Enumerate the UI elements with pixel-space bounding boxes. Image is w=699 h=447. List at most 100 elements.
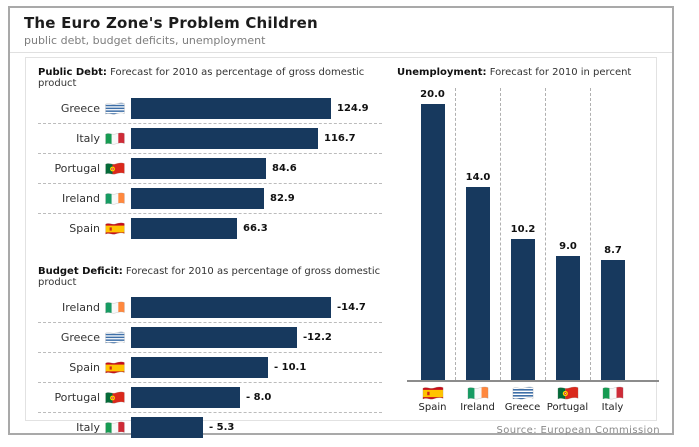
flag-italy-icon [602,386,623,400]
page-subtitle: public debt, budget deficits, unemployme… [24,34,266,47]
budget-deficit-header-bold: Budget Deficit: [38,266,123,277]
budget-deficit-chart: Budget Deficit: Forecast for 2010 as per… [38,266,382,442]
country-label: Italy [76,421,100,434]
charts-panel: Public Debt: Forecast for 2010 as percen… [25,57,659,438]
value-label: 14.0 [465,172,491,183]
flag-italy-icon [105,421,125,433]
unemployment-header-rest: Forecast for 2010 in percent [486,67,632,78]
unemployment-columns: 20.0 14.0 10.2 9.0 8.7 [410,88,659,380]
masthead: The Euro Zone's Problem Children public … [10,8,672,53]
country-label: Ireland [61,301,100,314]
flag-greece-icon [512,386,533,400]
flag-ireland-icon [467,386,488,400]
public-debt-header-bold: Public Debt: [38,67,107,78]
chart-column: 9.0 [545,88,590,380]
unemployment-plot-area: 20.0 14.0 10.2 9.0 8.7 Spain Ireland Greece Por… [407,88,659,413]
chart-row: Italy 116.7 [38,123,382,153]
chart-column: 10.2 [500,88,545,380]
country-label: Spain [69,361,100,374]
bar-unemployment-portugal [556,256,580,380]
value-label: - 5.3 [209,422,235,433]
value-label: 20.0 [420,89,445,100]
flag-spain-icon [105,361,125,373]
bar-budget_deficit-greece [131,327,297,348]
public-debt-header-rest: Forecast for 2010 as percentage of gross… [38,67,365,89]
value-label: 116.7 [324,133,356,144]
country-label: Greece [60,331,100,344]
budget-deficit-header: Budget Deficit: Forecast for 2010 as per… [38,266,382,288]
x-axis-flags [410,386,659,401]
left-column: Public Debt: Forecast for 2010 as percen… [26,58,382,438]
source-credit: Source: European Commission [496,425,660,436]
chart-row: Italy - 5.3 [38,412,382,442]
country-label: Portugal [54,391,100,404]
infographic-frame: The Euro Zone's Problem Children public … [8,6,674,438]
value-label: 84.6 [272,163,297,174]
page-title: The Euro Zone's Problem Children [24,14,318,32]
flag-cell [410,386,455,401]
country-label: Portugal [546,402,589,413]
flag-cell [590,386,635,401]
value-label: -14.7 [337,302,366,313]
unemployment-header: Unemployment: Forecast for 2010 in perce… [397,67,659,78]
chart-row: Ireland -14.7 [38,293,382,322]
public-debt-rows: Greece 124.9 Italy 116.7 Portugal 84.6 Ireland… [38,94,382,243]
bar-public_debt-spain [131,218,237,239]
flag-portugal-icon [105,391,125,403]
flag-ireland-icon [105,192,125,204]
country-label: Portugal [54,162,100,175]
flag-italy-icon [105,132,125,144]
bar-unemployment-ireland [466,187,490,380]
value-label: 66.3 [243,223,268,234]
flag-spain-icon [105,222,125,234]
value-label: - 10.1 [274,362,307,373]
flag-cell [545,386,590,401]
chart-column: 8.7 [590,88,635,380]
country-label: Italy [76,132,100,145]
bar-unemployment-italy [601,260,625,380]
bar-public_debt-ireland [131,188,264,209]
value-label: 10.2 [510,224,536,235]
budget-deficit-rows: Ireland -14.7 Greece -12.2 Spain - 10.1 Portug… [38,293,382,442]
flag-greece-icon [105,331,125,343]
value-label: 124.9 [337,103,369,114]
unemployment-header-bold: Unemployment: [397,67,487,78]
bar-unemployment-greece [511,239,535,380]
flag-ireland-icon [105,301,125,313]
value-label: 9.0 [559,241,577,252]
x-axis-line [407,380,659,382]
chart-row: Spain - 10.1 [38,352,382,382]
country-label: Ireland [61,192,100,205]
chart-row: Portugal - 8.0 [38,382,382,412]
budget-deficit-header-rest: Forecast for 2010 as percentage of gross… [38,266,381,288]
value-label: 82.9 [270,193,295,204]
value-label: -12.2 [303,332,332,343]
chart-row: Ireland 82.9 [38,183,382,213]
bar-public_debt-italy [131,128,318,149]
bar-budget_deficit-spain [131,357,268,378]
flag-greece-icon [105,102,125,114]
bar-public_debt-portugal [131,158,266,179]
chart-row: Portugal 84.6 [38,153,382,183]
bar-budget_deficit-portugal [131,387,240,408]
chart-column: 14.0 [455,88,500,380]
public-debt-header: Public Debt: Forecast for 2010 as percen… [38,67,382,89]
country-label: Spain [69,222,100,235]
unemployment-chart: Unemployment: Forecast for 2010 in perce… [382,58,659,420]
chart-column: 20.0 [410,88,455,380]
x-axis-labels: Spain Ireland Greece Portugal Italy [410,402,659,413]
flag-portugal-icon [105,162,125,174]
country-label: Italy [601,402,624,413]
flag-cell [455,386,500,401]
flag-cell [500,386,545,401]
chart-row: Greece 124.9 [38,94,382,123]
bar-budget_deficit-ireland [131,297,331,318]
country-label: Spain [418,402,447,413]
chart-row: Spain 66.3 [38,213,382,243]
country-label: Greece [60,102,100,115]
country-label: Greece [504,402,541,413]
chart-row: Greece -12.2 [38,322,382,352]
bar-budget_deficit-italy [131,417,203,438]
public-debt-chart: Public Debt: Forecast for 2010 as percen… [38,67,382,243]
